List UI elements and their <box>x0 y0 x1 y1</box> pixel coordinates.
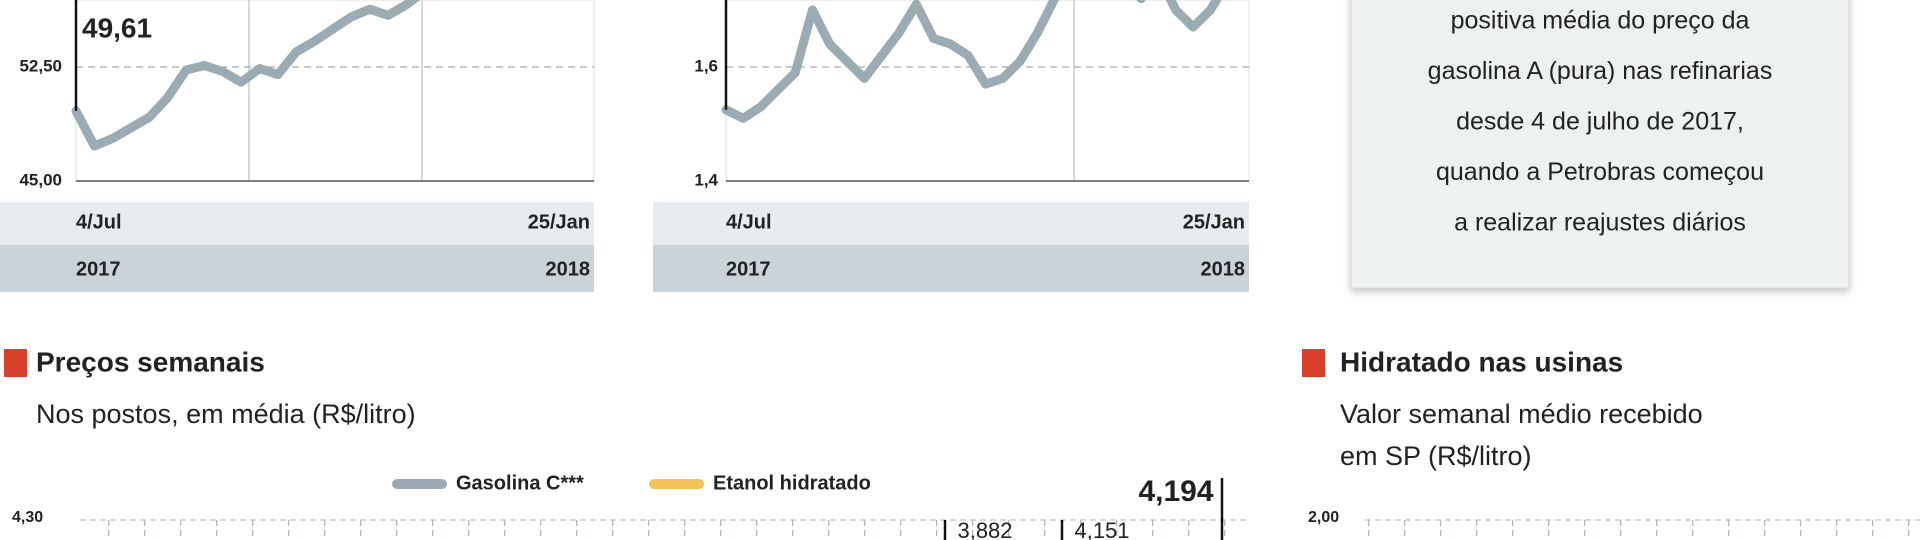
note-box <box>1350 0 1850 289</box>
legend-label: Etanol hidratado <box>713 472 871 494</box>
x-tick-label: 25/Jan <box>528 211 590 233</box>
x-tick-label: 25/Jan <box>1183 211 1245 233</box>
year-label: 2017 <box>726 258 771 280</box>
x-label-band <box>0 202 594 245</box>
annotation: 49,61 <box>82 12 152 43</box>
title-marker <box>4 349 27 377</box>
y-tick-label: 2,00 <box>1308 509 1339 526</box>
note-line: positiva média do preço da <box>1451 7 1750 35</box>
value-label: 3,882 <box>957 518 1012 540</box>
chart-title: Hidratado nas usinas <box>1340 346 1623 377</box>
chart-subtitle: Nos postos, em média (R$/litro) <box>36 399 416 429</box>
price-line <box>71 0 421 151</box>
legend-swatch <box>649 479 704 489</box>
x-label-band <box>653 202 1249 245</box>
year-label: 2018 <box>546 258 591 280</box>
year-label: 2017 <box>76 258 121 280</box>
legend-label: Gasolina C*** <box>456 472 584 494</box>
chart-subtitle: Valor semanal médio recebido <box>1340 399 1703 429</box>
x-tick-label: 4/Jul <box>76 211 122 233</box>
year-band <box>0 245 594 292</box>
y-tick-label: 1,6 <box>694 56 718 75</box>
note-line: desde 4 de julho de 2017, <box>1456 108 1744 136</box>
year-label: 2018 <box>1201 258 1246 280</box>
y-tick-label: 1,4 <box>694 170 718 189</box>
plot-columns <box>1365 520 1920 540</box>
title-marker <box>1302 349 1325 377</box>
note-line: a realizar reajustes diários <box>1454 209 1746 237</box>
chart-title: Preços semanais <box>36 346 265 377</box>
price-line <box>721 0 1222 123</box>
legend-swatch <box>392 479 447 489</box>
note-line: quando a Petrobras começou <box>1436 158 1764 186</box>
year-band <box>653 245 1249 292</box>
plot-columns <box>80 520 1247 540</box>
y-tick-label: 45,00 <box>19 170 62 189</box>
x-tick-label: 4/Jul <box>726 211 772 233</box>
y-tick-label: 4,30 <box>12 509 43 526</box>
value-label: 4,151 <box>1074 518 1129 540</box>
note-line: gasolina A (pura) nas refinarias <box>1428 57 1773 85</box>
y-tick-label: 52,50 <box>19 56 62 75</box>
chart-subtitle: em SP (R$/litro) <box>1340 441 1532 471</box>
value-label: 4,194 <box>1138 475 1213 508</box>
